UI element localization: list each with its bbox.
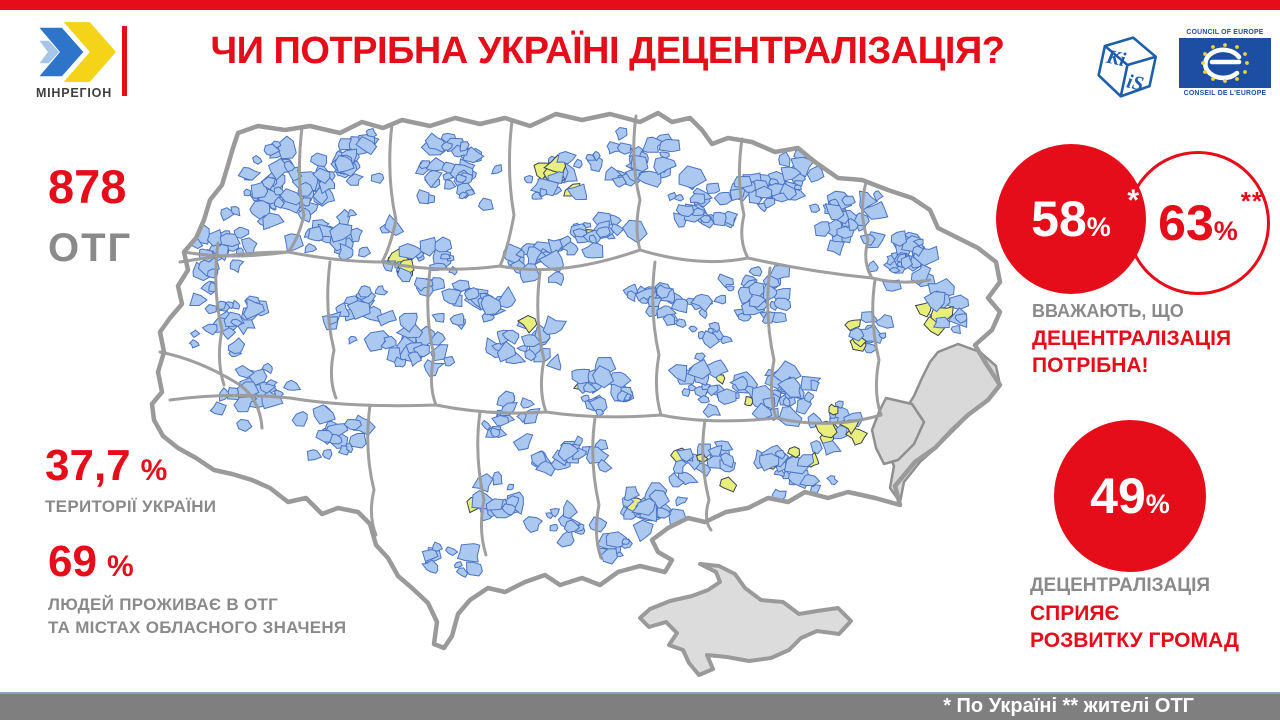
circle-ukraine-percent-sign: % — [1086, 212, 1111, 242]
occupied-area-donbas-west — [870, 396, 926, 466]
caption-community-development: ДЕЦЕНТРАЛІЗАЦІЯ СПРИЯЄ РОЗВИТКУ ГРОМАД — [1030, 575, 1239, 655]
stat-territory-share: 37,7% ТЕРИТОРІЇ УКРАЇНИ — [45, 444, 216, 517]
circle-ukraine-footnote-marker: * — [1127, 184, 1139, 217]
circle-otg-residents: 63% ** — [1126, 151, 1270, 295]
council-of-europe-logo: COUNCIL OF EUROPE CONSEIL DE L'EUROPE — [1179, 29, 1271, 97]
kiis-logo-text-is: iS — [1125, 71, 1146, 96]
coe-top-text: COUNCIL OF EUROPE — [1186, 29, 1264, 36]
circle-otg-footnote-marker: ** — [1240, 186, 1263, 216]
minregion-logo: МІНРЕГІОН — [26, 22, 122, 100]
stat-people-share: 69% ЛЮДЕЙ ПРОЖИВАЄ В ОТГ ТА МІСТАХ ОБЛАС… — [48, 540, 346, 640]
stat-otg-count: 878 ОТГ — [48, 163, 132, 271]
top-red-bar — [0, 0, 1280, 10]
stat-people-label-line1: ЛЮДЕЙ ПРОЖИВАЄ В ОТГ — [48, 595, 279, 614]
circle-development-support: 49% — [1054, 420, 1206, 572]
header-divider — [122, 26, 127, 96]
stat-people-value: 69 — [48, 537, 97, 586]
stat-people-label: ЛЮДЕЙ ПРОЖИВАЄ В ОТГ ТА МІСТАХ ОБЛАСНОГО… — [48, 594, 346, 640]
stat-people-unit: % — [106, 550, 134, 583]
crimea-peninsula — [638, 562, 853, 677]
circle-otg-number: 63 — [1158, 195, 1214, 251]
page-title: ЧИ ПОТРІБНА УКРАЇНІ ДЕЦЕНТРАЛІЗАЦІЯ? — [210, 30, 1005, 72]
stat-people-label-line2: ТА МІСТАХ ОБЛАСНОГО ЗНАЧЕНЯ — [48, 617, 347, 637]
oblast-borders — [158, 114, 932, 560]
stat-otg-value: 878 — [48, 160, 127, 213]
stat-territory-unit: % — [140, 454, 168, 487]
footnote-text: * По Україні ** жителі ОТГ — [943, 695, 1194, 717]
minregion-chevron-icon — [39, 22, 116, 82]
caption-develop-red-line1: СПРИЯЄ — [1030, 602, 1120, 625]
circle-development-number: 49 — [1090, 468, 1146, 524]
circle-ukraine-total: 58% * — [996, 144, 1146, 294]
stat-territory-label: ТЕРИТОРІЇ УКРАЇНИ — [45, 497, 217, 516]
stat-territory-value: 37,7 — [45, 441, 131, 490]
ukraine-otg-map — [140, 96, 1020, 677]
caption-develop-gray-line: ДЕЦЕНТРАЛІЗАЦІЯ — [1030, 575, 1211, 596]
circle-otg-percent-sign: % — [1213, 216, 1238, 246]
coe-flag-icon — [1179, 38, 1271, 88]
caption-develop-red-line2: РОЗВИТКУ ГРОМАД — [1030, 629, 1239, 653]
circle-development-value: 49% — [1090, 467, 1170, 525]
circle-otg-residents-value: 63% — [1158, 194, 1238, 252]
minregion-logo-label: МІНРЕГІОН — [35, 86, 113, 100]
caption-decentralization-needed: ВВАЖАЮТЬ, ЩО ДЕЦЕНТРАЛІЗАЦІЯ ПОТРІБНА! — [1032, 301, 1231, 380]
coe-bottom-text: CONSEIL DE L'EUROPE — [1183, 90, 1267, 97]
caption-need-red-line1: ДЕЦЕНТРАЛІЗАЦІЯ — [1032, 327, 1232, 350]
footnote-bar: * По Україні ** жителі ОТГ — [0, 692, 1280, 720]
kiis-logo: Ki iS — [1097, 36, 1158, 98]
circle-ukraine-total-value: 58% — [1031, 190, 1111, 248]
circle-ukraine-number: 58 — [1031, 191, 1087, 247]
caption-need-gray-line: ВВАЖАЮТЬ, ЩО — [1032, 301, 1184, 321]
caption-need-red-line2: ПОТРІБНА! — [1032, 354, 1149, 378]
circle-development-percent-sign: % — [1145, 489, 1170, 519]
stat-otg-label: ОТГ — [48, 226, 133, 270]
